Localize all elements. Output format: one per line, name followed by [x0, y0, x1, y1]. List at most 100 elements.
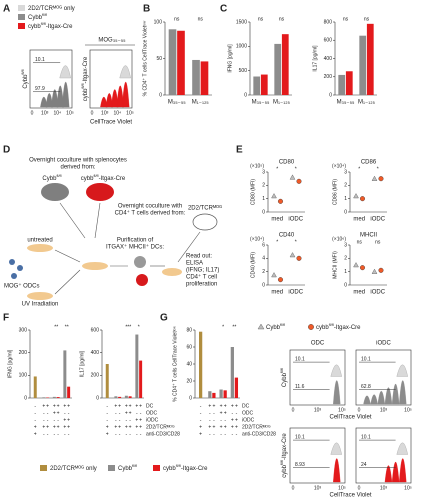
condition-sign: +	[212, 424, 215, 430]
condition-sign: +	[42, 424, 45, 430]
condition-sign: +	[46, 424, 49, 430]
bar	[260, 74, 268, 95]
condition-sign: +	[139, 417, 142, 423]
histogram-frame	[289, 427, 346, 484]
condition-sign: +	[63, 417, 66, 423]
x-tick-label: 10⁴	[113, 110, 121, 116]
condition-sign: +	[129, 424, 132, 430]
legend-label-sup: fl/fl	[329, 322, 334, 327]
bar	[63, 350, 67, 398]
condition-sign: -	[200, 403, 202, 409]
chart-title: CD40	[279, 233, 295, 239]
x-tick-label: M₁₋₁₂₅	[358, 100, 376, 106]
x-tick-label: M₃₅₋₅₅	[337, 100, 355, 106]
data-point	[271, 272, 277, 278]
bar	[200, 61, 209, 95]
condition-sign: +	[53, 403, 56, 409]
significance-label: ns	[258, 16, 264, 22]
sample-peaks	[333, 458, 341, 483]
column-header: iODC	[376, 341, 391, 347]
condition-sign: +	[139, 424, 142, 430]
condition-sign: -	[140, 410, 142, 416]
y-tick-label: 2	[344, 183, 347, 189]
bar	[230, 347, 234, 398]
mouse-label-sup: fl/fl	[93, 173, 98, 178]
legend-swatch	[18, 23, 25, 29]
diagram-text: derived from:	[60, 165, 95, 171]
x-tick-label: 10³	[41, 110, 49, 116]
y-tick-label: 2	[262, 183, 265, 189]
cell	[9, 259, 15, 265]
mouse-label: cybbfl/fl-Itgax-Cre	[81, 173, 126, 182]
significance-label: **	[232, 324, 236, 330]
bar	[345, 71, 353, 95]
condition-label: iODC	[146, 417, 159, 423]
y-tick-label: 1000	[236, 44, 247, 50]
x-tick-label: M₁₋₁₂₅	[192, 100, 210, 106]
condition-sign: +	[231, 424, 234, 430]
gate-value: 10.1	[361, 356, 371, 362]
condition-label: ODC	[146, 410, 158, 416]
reference-peak	[330, 364, 342, 377]
legend-label-sup: fl/fl	[176, 463, 181, 468]
diagram-text: proliferation	[186, 282, 217, 288]
y-tick-label: 0	[96, 395, 99, 401]
condition-sign: -	[140, 431, 142, 437]
y-axis-label: % CD4⁺ T cells CellTrace Violetˡᵒʷ	[172, 326, 178, 402]
y-tick-label: 200	[324, 74, 333, 80]
condition-label: ODC	[242, 410, 254, 416]
histogram-frame	[355, 349, 412, 406]
mouse-icon	[41, 183, 69, 201]
significance-label: ns	[357, 239, 363, 245]
mouse-label: 2D2/TCRᴹᴼᴳ	[188, 205, 222, 212]
y-axis-label: CD80 (MFI)	[250, 179, 256, 205]
legend-label-text: 2D2/TCRᴹᴼᴳ only	[50, 465, 97, 472]
condition-sign: +	[118, 424, 121, 430]
diagram-text: Overnight coculture with splenocytes	[29, 158, 127, 164]
condition-sign: +	[63, 424, 66, 430]
sample-label-text: cybb	[282, 464, 288, 477]
bar	[208, 391, 212, 398]
condition-label: DC	[242, 403, 250, 409]
x-tick-label: M₁₋₁₂₅	[273, 100, 291, 106]
mouse-label-text: cybb	[81, 176, 94, 182]
x-tick-label: M₃₅₋₅₅	[168, 100, 186, 106]
condition-sign: -	[54, 417, 56, 423]
condition-sign: -	[224, 431, 226, 437]
x-tick-label: 10⁵	[338, 407, 346, 413]
x-tick-label: iODC	[288, 217, 303, 223]
y-axis-label: IL17 [pg/ml]	[312, 45, 318, 72]
condition-label: 2D2/TCRᴹᴼᴳ	[242, 424, 271, 430]
significance-label: *	[222, 324, 224, 330]
condition-sign: +	[57, 410, 60, 416]
mouse-label-sup: fl/fl	[56, 173, 61, 178]
condition-sign: -	[68, 410, 70, 416]
condition-sign: +	[199, 424, 202, 430]
bar	[177, 30, 185, 95]
diagram-shapes	[9, 183, 218, 300]
y-axis-label: MHCII (MFI)	[332, 251, 338, 279]
axis-multiplier: (×10⁶)	[332, 236, 346, 242]
condition-sign: -	[209, 417, 211, 423]
x-tick-label: 10⁵	[338, 485, 346, 491]
bar	[274, 43, 282, 95]
reference-peak	[396, 364, 408, 377]
mouse-label: Cybbfl/fl	[42, 173, 61, 182]
sample-label-sup: fl/fl	[20, 69, 25, 74]
legend-label-text: cybb	[163, 466, 176, 472]
bar	[192, 59, 200, 95]
data-point	[359, 196, 365, 202]
y-tick-label: 400	[324, 56, 333, 62]
histogram-frame	[89, 49, 133, 109]
significance-label: ns	[364, 16, 370, 22]
data-point	[353, 262, 359, 268]
y-tick-label: 600	[91, 327, 100, 333]
x-tick-label: 10⁵	[404, 485, 412, 491]
dish	[27, 244, 53, 252]
reference-peak	[330, 442, 342, 455]
panel-letter: F	[3, 313, 9, 324]
legend-label-sup: fl/fl	[41, 21, 46, 26]
bar	[52, 396, 56, 398]
condition-sign: +	[63, 403, 66, 409]
